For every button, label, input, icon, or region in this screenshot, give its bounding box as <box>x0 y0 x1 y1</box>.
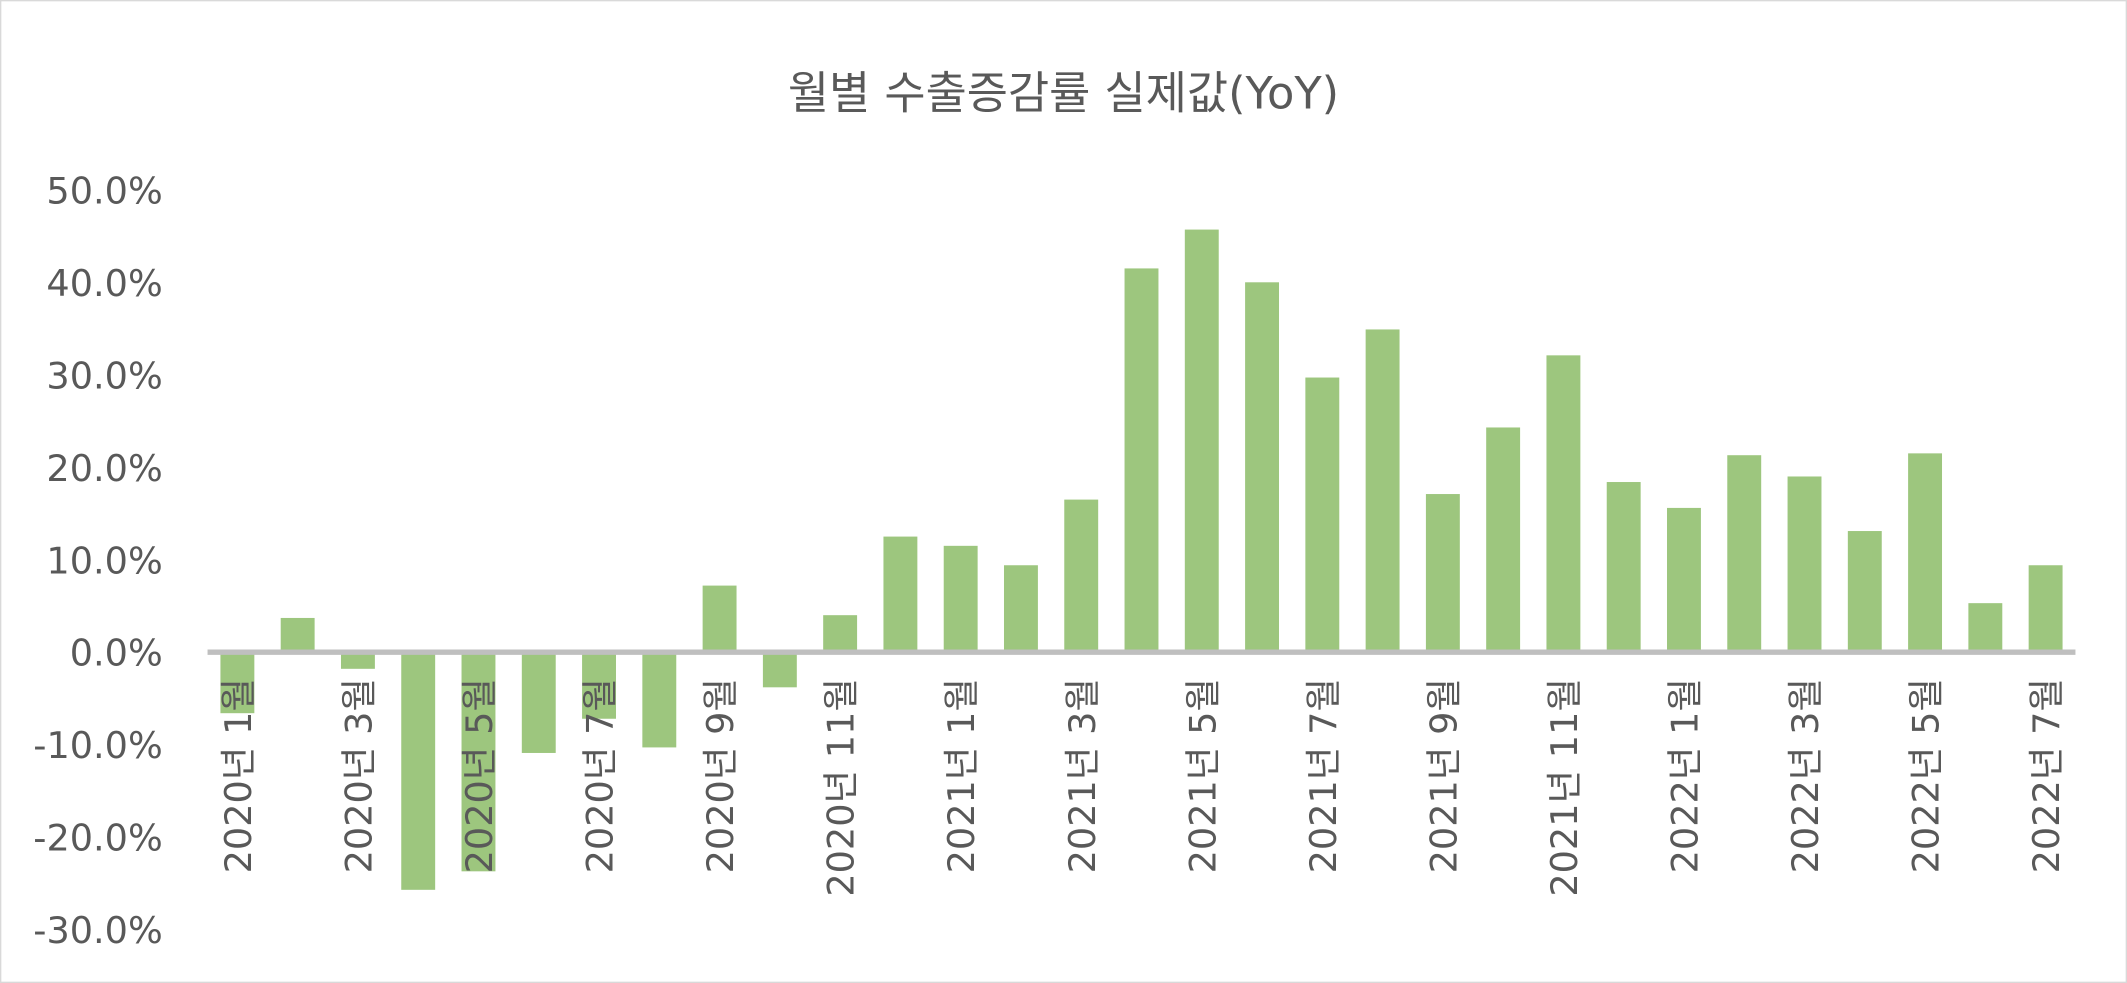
bar <box>401 652 436 890</box>
bar <box>1425 494 1460 653</box>
x-tick-label: 2021년 5월 <box>1181 678 1224 873</box>
x-tick-label: 2020년 7월 <box>579 678 622 873</box>
y-tick-label: 30.0% <box>46 354 162 397</box>
bar <box>823 615 858 653</box>
bar <box>702 585 737 653</box>
x-tick-label: 2020년 5월 <box>458 678 501 873</box>
bar <box>1606 482 1641 653</box>
x-tick-label: 2020년 9월 <box>699 678 742 873</box>
bar <box>521 652 556 753</box>
bar <box>1727 455 1762 653</box>
x-tick-label: 2020년 3월 <box>337 678 380 873</box>
bar <box>220 652 255 714</box>
x-tick-label: 2022년 3월 <box>1784 678 1827 873</box>
bar <box>280 617 315 653</box>
bar <box>1124 268 1159 653</box>
x-tick-label: 2020년 11월 <box>820 678 863 897</box>
y-tick-label: -20.0% <box>33 817 163 860</box>
x-tick-label: 2020년 1월 <box>217 678 260 873</box>
bar <box>1847 531 1882 653</box>
bar <box>1305 377 1340 653</box>
x-tick-label: 2022년 7월 <box>2025 678 2068 873</box>
bar <box>1003 565 1038 653</box>
x-tick-label: 2021년 7월 <box>1302 678 1345 873</box>
bar <box>582 652 616 719</box>
bar <box>883 536 918 653</box>
x-tick-label: 2021년 9월 <box>1422 678 1465 873</box>
x-tick-label: 2022년 5월 <box>1905 678 1948 873</box>
y-tick-label: 50.0% <box>46 169 162 212</box>
bar <box>1546 355 1581 653</box>
y-tick-label: 10.0% <box>46 539 162 582</box>
bar <box>1486 427 1521 653</box>
bar <box>1968 603 2003 653</box>
bar <box>1365 329 1400 653</box>
bar <box>642 652 677 748</box>
x-tick-label: 2021년 1월 <box>940 678 983 873</box>
bar <box>1184 229 1219 653</box>
y-tick-label: 20.0% <box>46 447 162 490</box>
bar <box>1064 499 1099 653</box>
bar <box>2028 565 2063 653</box>
bar <box>1908 453 1943 653</box>
bar <box>1667 507 1701 653</box>
y-tick-label: -30.0% <box>33 909 163 952</box>
chart-title: 월별 수출증감률 실제값(YoY) <box>788 66 1339 119</box>
bar <box>340 652 375 669</box>
y-tick-label: -10.0% <box>33 724 163 767</box>
bar <box>461 652 496 872</box>
x-tick-label: 2021년 11월 <box>1543 678 1586 897</box>
bar <box>1787 476 1822 653</box>
x-tick-label: 2021년 3월 <box>1061 678 1104 873</box>
bar <box>1245 282 1280 653</box>
y-tick-label: 40.0% <box>46 262 162 305</box>
bar <box>943 545 978 653</box>
bar <box>762 652 797 688</box>
y-tick-label: 0.0% <box>70 632 163 675</box>
x-tick-label: 2022년 1월 <box>1664 678 1707 873</box>
